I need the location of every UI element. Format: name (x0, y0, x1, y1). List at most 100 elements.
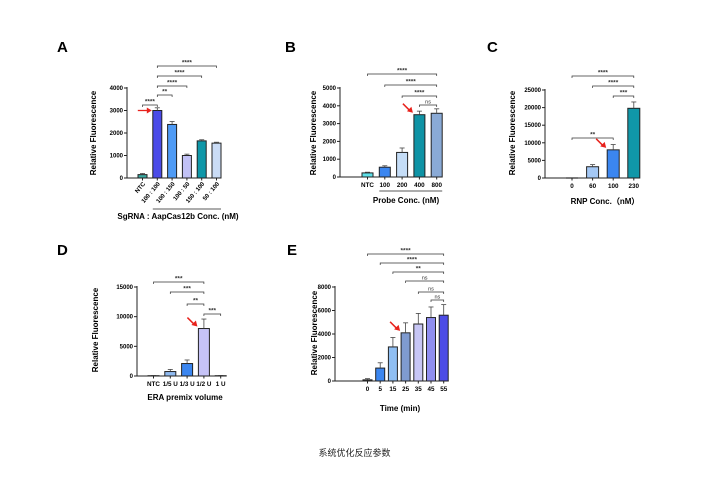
y-tick-label: 0 (120, 176, 124, 182)
x-tick-label: 1 U (216, 381, 226, 388)
significance-label: ** (590, 132, 596, 139)
x-tick-label: 100 (380, 182, 391, 189)
significance-bracket (379, 262, 445, 265)
y-tick-label: 5000 (323, 86, 337, 92)
x-tick-label: 25 (402, 386, 410, 393)
y-tick-label: 0 (538, 176, 542, 182)
significance-bracket (592, 85, 635, 88)
x-tick-label: 100 (608, 183, 619, 190)
bar-1 (164, 371, 177, 377)
significance-bracket (367, 73, 438, 76)
x-tick-label: 800 (431, 182, 442, 189)
x-tick-label: 230 (629, 183, 640, 190)
x-axis-label: RNP Conc.（nM） (571, 196, 640, 206)
x-tick-label: NTC (361, 182, 374, 189)
significance-label: *** (175, 276, 183, 283)
significance-bracket (417, 291, 445, 294)
significance-bracket (156, 75, 203, 78)
y-tick-label: 3000 (110, 109, 124, 115)
red-arrow-icon (402, 103, 413, 113)
x-tick-label: 45 (427, 386, 435, 393)
bar-3 (181, 155, 192, 179)
x-axis-label: Time (min) (380, 404, 421, 413)
significance-bracket (367, 253, 445, 256)
y-tick-label: 4000 (318, 332, 332, 338)
y-tick-label: 3000 (323, 122, 337, 128)
significance-bracket (169, 291, 205, 294)
significance-bracket (153, 281, 205, 284)
y-tick-label: 4000 (110, 86, 124, 92)
significance-label: **** (182, 60, 193, 67)
x-tick-label: 1/2 U (196, 381, 212, 388)
x-tick-label: 5 (378, 386, 382, 393)
y-tick-label: 15000 (116, 285, 133, 291)
significance-bracket (401, 95, 438, 98)
y-tick-label: 6000 (318, 309, 332, 315)
arrow-head (406, 106, 413, 113)
x-tick-label: 400 (414, 182, 425, 189)
bar-5 (426, 317, 436, 382)
panel-label: C (487, 39, 498, 56)
red-arrow-icon (595, 138, 607, 148)
significance-label: **** (407, 257, 418, 264)
bar-2 (181, 363, 194, 377)
x-axis-label: SgRNA : AapCas12b Conc. (nM) (117, 212, 239, 221)
y-tick-label: 8000 (318, 285, 332, 291)
panel-label: A (57, 39, 68, 56)
bar-2 (396, 151, 409, 178)
bar-1 (375, 367, 386, 382)
significance-label: **** (414, 90, 425, 97)
y-tick-label: 0 (328, 379, 332, 385)
y-axis-label: Relative Fluorescence (89, 90, 98, 175)
bar-0 (137, 174, 148, 179)
significance-label: ns (425, 100, 431, 106)
panel-a: A 0 1000 2000 3000 4000 Relative Fluorescence N… (57, 39, 239, 221)
bar-5 (211, 142, 222, 179)
significance-label: **** (401, 248, 412, 255)
bar-3 (400, 332, 411, 382)
panel-b: B 0 1000 2000 3000 4000 5000 Relative Fluoresce… (285, 39, 443, 205)
x-tick-label: 60 (589, 183, 597, 190)
y-tick-label: 10000 (524, 141, 541, 147)
significance-label: *** (620, 90, 628, 97)
bar-4 (413, 323, 424, 382)
y-axis-label: Relative Fluorescence (310, 290, 319, 375)
significance-bracket (571, 75, 635, 78)
panel-label: E (287, 242, 297, 259)
panel-label: D (57, 242, 68, 259)
x-axis-label: Probe Conc. (nM) (373, 196, 440, 205)
bar-4 (196, 140, 207, 179)
significance-bracket (156, 65, 217, 68)
bar-2 (606, 149, 620, 179)
bar-2 (387, 346, 398, 382)
bar-6 (438, 314, 449, 382)
arrow-head (146, 107, 152, 114)
x-tick-label: 0 (366, 386, 370, 393)
significance-label: **** (397, 68, 408, 75)
significance-label: **** (145, 99, 156, 106)
significance-label: ** (193, 298, 199, 305)
panel-d: D 0 5000 10000 15000 Relative Fluorescence NTC… (57, 242, 227, 402)
significance-bracket (156, 94, 173, 97)
significance-label: ns (434, 295, 440, 301)
bar-4 (430, 112, 443, 178)
y-tick-label: 2000 (323, 139, 337, 145)
significance-label: **** (406, 79, 417, 86)
red-arrow-icon (137, 107, 152, 114)
y-tick-label: 20000 (524, 106, 541, 112)
significance-bracket (405, 280, 445, 283)
significance-bracket (571, 137, 614, 140)
x-tick-label: 0 (570, 183, 574, 190)
x-tick-label: 200 (397, 182, 408, 189)
y-tick-label: 10000 (116, 315, 133, 321)
bar-1 (152, 110, 163, 179)
x-tick-label: 35 (415, 386, 423, 393)
significance-bracket (203, 313, 222, 316)
y-tick-label: 1000 (110, 154, 124, 160)
bar-2 (167, 123, 178, 179)
significance-label: ns (422, 276, 428, 282)
significance-bracket (430, 299, 445, 302)
significance-label: *** (183, 286, 191, 293)
significance-label: ns (428, 287, 434, 293)
